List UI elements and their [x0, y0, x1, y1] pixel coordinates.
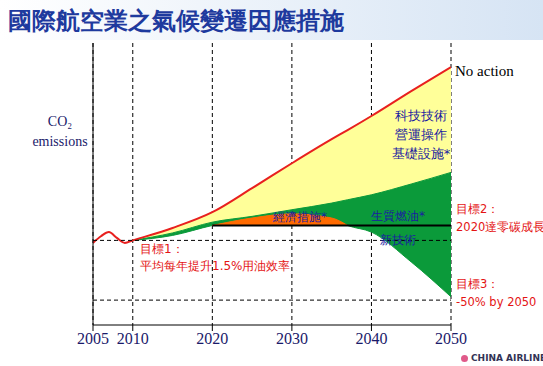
html-text:新技術: 新技術 — [380, 233, 416, 247]
svg-text:2030: 2030 — [276, 330, 308, 347]
svg-text:2010: 2010 — [117, 330, 149, 347]
html-text:-50% by 2050: -50% by 2050 — [456, 295, 537, 309]
html-text:生質燃油*: 生質燃油* — [371, 209, 425, 223]
html-text:CO₂: CO₂ — [47, 114, 73, 129]
html-text:基礎設施*: 基礎設施* — [391, 146, 451, 161]
html-text:經濟措施*: 經濟措施* — [273, 210, 327, 224]
svg-text:2020: 2020 — [196, 330, 228, 347]
html-text:平均每年提升1.5%用油效率: 平均每年提升1.5%用油效率 — [140, 259, 291, 273]
html-text:目標1：: 目標1： — [140, 242, 184, 256]
html-text:目標2：: 目標2： — [456, 202, 500, 216]
html-text:目標3：: 目標3： — [456, 277, 500, 291]
html-text:營運操作: 營運操作 — [395, 127, 447, 142]
html-text:emissions: emissions — [32, 134, 88, 149]
html-text:No action: No action — [455, 63, 514, 79]
svg-text:2040: 2040 — [355, 330, 387, 347]
html-text:科技技術: 科技技術 — [395, 108, 447, 123]
html-text:國際航空業之氣候變遷因應措施: 國際航空業之氣候變遷因應措施 — [8, 7, 344, 35]
svg-text:2050: 2050 — [435, 330, 467, 347]
svg-text:2005: 2005 — [77, 330, 109, 347]
